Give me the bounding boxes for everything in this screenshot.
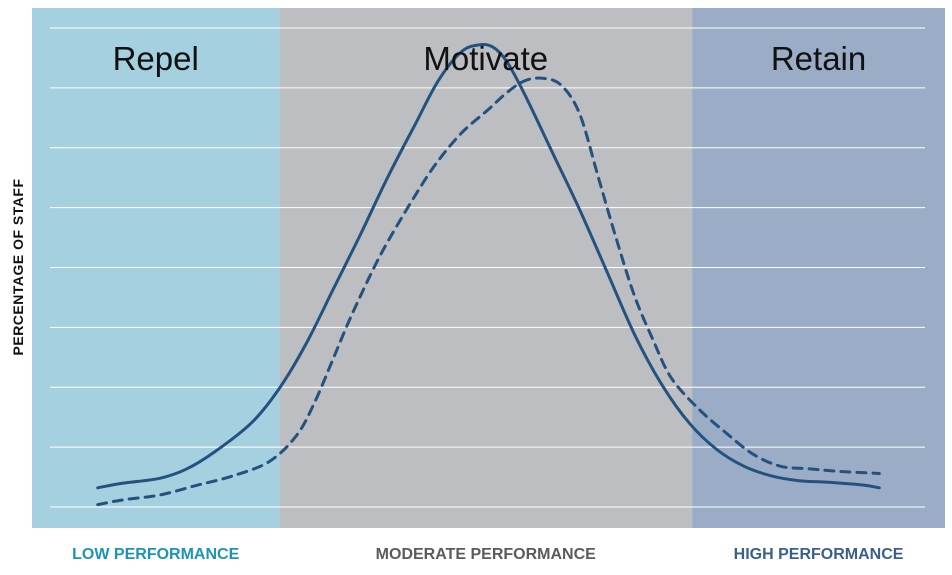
zone-titles: Repel Motivate Retain — [113, 40, 867, 77]
zone-footer-motivate: MODERATE PERFORMANCE — [376, 546, 596, 563]
zone-title-retain: Retain — [771, 40, 866, 77]
zone-footer-retain: HIGH PERFORMANCE — [734, 546, 904, 563]
series-lines — [96, 42, 881, 507]
y-axis-label: PERCENTAGE OF STAFF — [10, 179, 26, 356]
series-line-dashed — [96, 76, 881, 507]
gridlines — [50, 27, 925, 508]
zone-title-motivate: Motivate — [423, 40, 548, 77]
zone-footers: LOW PERFORMANCE MODERATE PERFORMANCE HIGH … — [72, 546, 904, 563]
zone-footer-repel: LOW PERFORMANCE — [72, 546, 239, 563]
series-line-solid — [96, 42, 881, 490]
zone-title-repel: Repel — [113, 40, 199, 77]
